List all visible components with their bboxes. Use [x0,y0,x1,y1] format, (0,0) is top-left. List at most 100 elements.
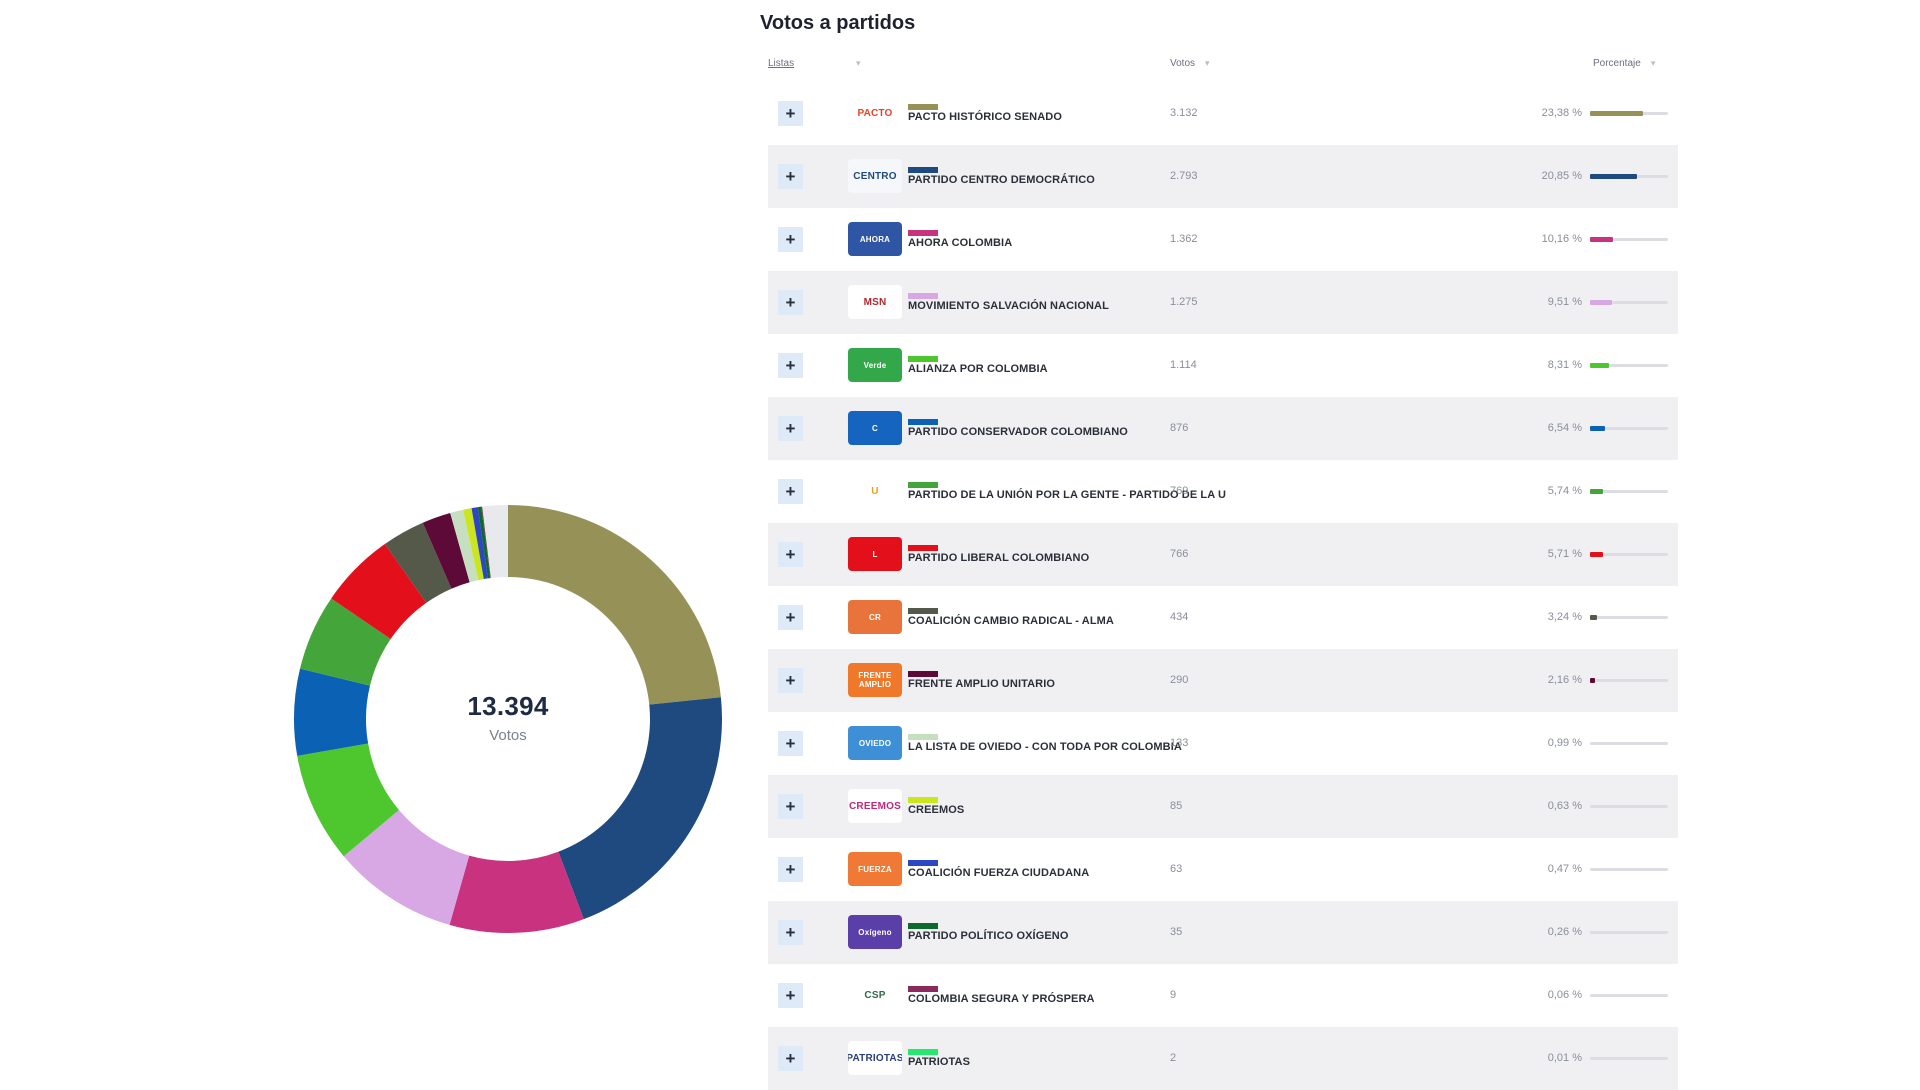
donut-slice[interactable] [477,506,491,579]
table-row: + CR COALICIÓN CAMBIO RADICAL - ALMA 434… [768,586,1678,649]
party-logo: C [848,411,902,445]
expand-row-button[interactable]: + [778,983,803,1008]
party-color-swatch [908,671,938,677]
percentage-bar [1590,300,1668,305]
percentage-bar-fill [1590,615,1598,620]
plus-icon: + [785,482,796,501]
expand-row-button[interactable]: + [778,668,803,693]
donut-slice[interactable] [449,851,584,933]
party-color-swatch [908,419,938,425]
donut-slice[interactable] [463,508,484,581]
table-row: + PACTO PACTO HISTÓRICO SENADO 3.132 23,… [768,82,1678,145]
table-row: + FUERZA COALICIÓN FUERZA CIUDADANA 63 0… [768,838,1678,901]
party-name: LA LISTA DE OVIEDO - CON TODA POR COLOMB… [908,741,1182,753]
percentage-bar-fill [1590,174,1638,179]
party-color-swatch [908,860,938,866]
party-percentage: 5,71 % [1547,548,1582,560]
votes-donut-chart: 13.394 Votos [293,504,723,934]
expand-row-button[interactable]: + [778,290,803,315]
party-logo-text: CREEMOS [849,800,901,812]
expand-row-button[interactable]: + [778,164,803,189]
expand-row-button[interactable]: + [778,794,803,819]
table-row: + FRENTE AMPLIO FRENTE AMPLIO UNITARIO 2… [768,649,1678,712]
column-header-percentage[interactable]: Porcentaje ▾ [1593,58,1655,69]
expand-row-button[interactable]: + [778,920,803,945]
donut-slice[interactable] [558,697,722,920]
expand-row-button[interactable]: + [778,605,803,630]
party-percentage: 0,47 % [1547,863,1582,875]
table-header: Listas ▾ Votos ▾ Porcentaje ▾ [768,58,1678,74]
donut-slice[interactable] [508,505,721,705]
party-logo: MSN [848,285,902,319]
party-name: PARTIDO CENTRO DEMOCRÁTICO [908,174,1095,186]
party-color-swatch [908,545,938,551]
donut-slice-remainder[interactable] [482,505,508,579]
party-color-swatch [908,230,938,236]
party-color-swatch [908,734,938,740]
expand-row-button[interactable]: + [778,479,803,504]
votes-sort-icon[interactable]: ▾ [1205,58,1210,68]
donut-slice[interactable] [294,668,370,756]
column-header-votes[interactable]: Votos ▾ [1170,58,1210,69]
donut-slice[interactable] [422,512,470,589]
party-votes: 2.793 [1170,170,1198,182]
party-votes: 85 [1170,800,1183,812]
party-percentage: 0,01 % [1547,1052,1582,1064]
party-logo-text: CENTRO [853,170,897,182]
expand-row-button[interactable]: + [778,857,803,882]
party-logo: Oxígeno [848,915,902,949]
plus-icon: + [785,230,796,249]
percentage-bar [1590,868,1668,871]
page-title: Votos a partidos [760,12,916,34]
party-name: COALICIÓN FUERZA CIUDADANA [908,867,1090,879]
party-color-swatch [908,923,938,929]
party-logo-text: MSN [863,296,887,308]
party-percentage: 9,51 % [1547,296,1582,308]
percentage-bar [1590,1057,1668,1060]
percentage-bar [1590,363,1668,368]
party-logo-text: AHORA [859,234,891,244]
table-row: + PATRIOTAS PATRIOTAS 2 0,01 % [768,1027,1678,1090]
party-name: PATRIOTAS [908,1056,971,1068]
party-votes: 1.114 [1170,359,1197,371]
donut-slice[interactable] [450,509,479,583]
percentage-bar [1590,805,1668,808]
donut-chart-svg [294,505,722,933]
party-color-swatch [908,986,938,992]
donut-slice[interactable] [300,598,391,686]
donut-slice[interactable] [471,507,488,580]
donut-slice[interactable] [297,743,400,857]
party-logo-text: FRENTE AMPLIO [858,671,892,689]
party-percentage: 8,31 % [1547,359,1582,371]
plus-icon: + [785,356,796,375]
party-votes: 434 [1170,611,1189,623]
percentage-bar [1590,552,1668,557]
percentage-sort-icon[interactable]: ▾ [1650,58,1656,68]
party-logo: OVIEDO [848,726,902,760]
expand-row-button[interactable]: + [778,542,803,567]
lists-sort-icon[interactable]: ▾ [856,58,861,68]
expand-row-button[interactable]: + [778,1046,803,1071]
party-votes: 35 [1170,926,1183,938]
expand-row-button[interactable]: + [778,227,803,252]
donut-slice[interactable] [481,506,491,579]
party-name: ALIANZA POR COLOMBIA [908,363,1048,375]
party-logo: Verde [848,348,902,382]
table-row: + CREEMOS CREEMOS 85 0,63 % [768,775,1678,838]
donut-slice[interactable] [343,810,470,925]
donut-slice[interactable] [482,506,491,579]
table-row: + Verde ALIANZA POR COLOMBIA 1.114 8,31 … [768,334,1678,397]
plus-icon: + [785,797,796,816]
donut-slice[interactable] [331,543,427,640]
expand-row-button[interactable]: + [778,731,803,756]
party-name: PACTO HISTÓRICO SENADO [908,111,1062,123]
column-header-lists[interactable]: Listas [768,58,795,69]
table-row: + AHORA AHORA COLOMBIA 1.362 10,16 % [768,208,1678,271]
donut-slice[interactable] [384,522,452,603]
expand-row-button[interactable]: + [778,353,803,378]
percentage-bar-fill [1590,111,1643,116]
party-votes: 1.362 [1170,233,1198,245]
expand-row-button[interactable]: + [778,416,803,441]
expand-row-button[interactable]: + [778,101,803,126]
party-color-swatch [908,797,938,803]
